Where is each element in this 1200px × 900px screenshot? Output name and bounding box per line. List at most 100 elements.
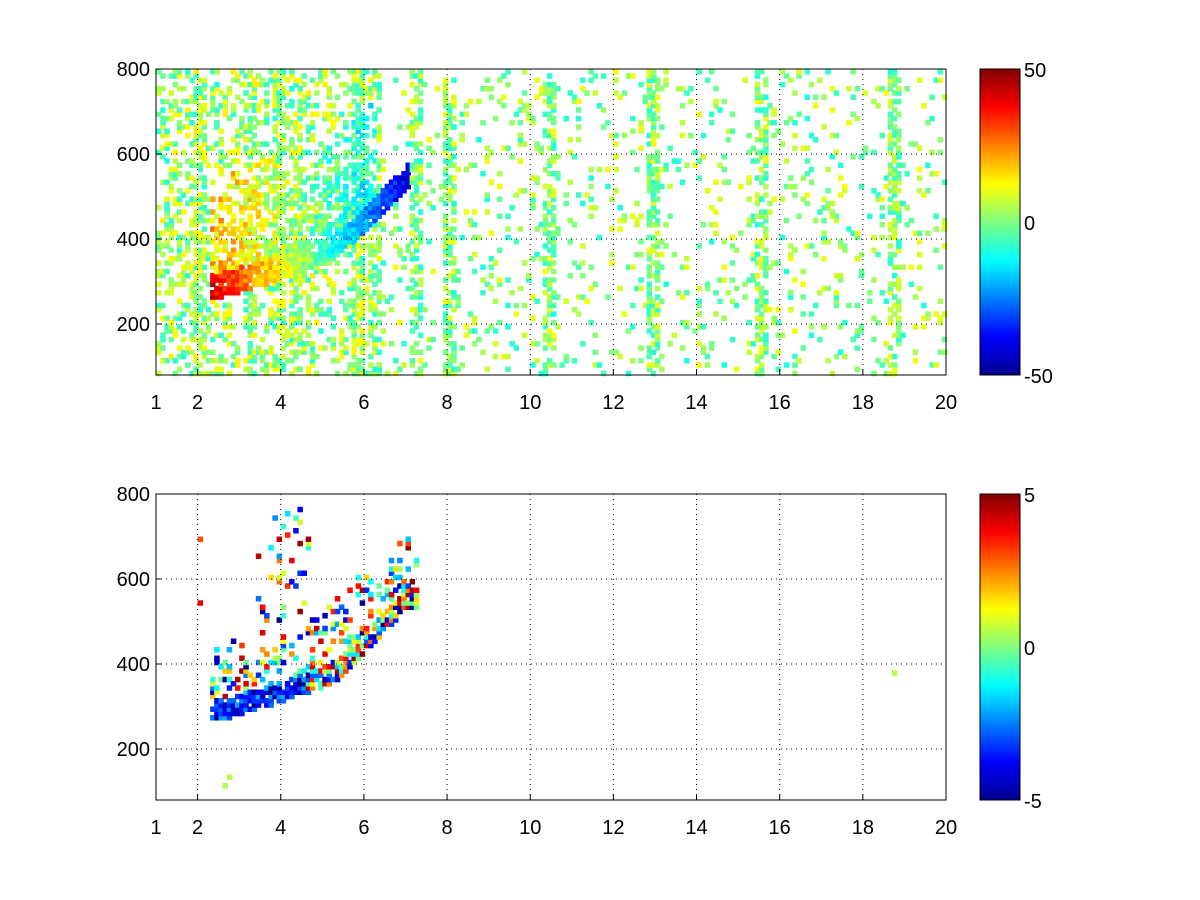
heatmap-cell <box>363 188 370 194</box>
heatmap-cell <box>654 285 661 292</box>
heatmap-cell <box>259 226 266 232</box>
heatmap-cell <box>405 107 411 113</box>
heatmap-cell <box>413 73 420 79</box>
heatmap-cell <box>397 574 403 581</box>
heatmap-cell <box>284 583 291 589</box>
heatmap-cell <box>218 141 224 147</box>
heatmap-cell <box>264 281 270 287</box>
heatmap-cell <box>276 307 283 313</box>
heatmap-cell <box>817 336 823 343</box>
heatmap-cell <box>168 260 174 266</box>
heatmap-cell <box>272 685 278 691</box>
heatmap-cell <box>276 103 283 109</box>
heatmap-cell <box>355 273 362 279</box>
heatmap-cell <box>534 298 540 304</box>
heatmap-cell <box>451 349 457 355</box>
heatmap-cell <box>297 196 303 202</box>
heatmap-cell <box>808 324 815 330</box>
heatmap-cell <box>397 566 403 572</box>
heatmap-cell <box>185 260 191 266</box>
heatmap-cell <box>272 366 278 372</box>
heatmap-cell <box>513 345 520 351</box>
heatmap-cell <box>654 77 661 83</box>
heatmap-cell <box>297 247 303 253</box>
heatmap-cell <box>276 141 283 147</box>
heatmap-cell <box>896 111 902 117</box>
heatmap-cell <box>280 570 287 576</box>
heatmap-cell <box>197 307 204 313</box>
heatmap-cell <box>763 175 769 181</box>
heatmap-cell <box>205 328 212 334</box>
heatmap-cell <box>546 247 553 253</box>
heatmap-cell <box>226 685 233 691</box>
heatmap-cell <box>796 73 802 79</box>
heatmap-cell <box>239 239 245 245</box>
heatmap-cell <box>239 277 245 283</box>
heatmap-cell <box>201 345 208 351</box>
heatmap-cell <box>276 366 283 372</box>
heatmap-cell <box>380 294 386 300</box>
heatmap-cell <box>896 307 902 313</box>
heatmap-cell <box>268 307 274 313</box>
heatmap-cell <box>289 188 295 194</box>
heatmap-cell <box>347 298 353 304</box>
heatmap-cell <box>372 86 378 92</box>
heatmap-cell <box>314 239 320 245</box>
heatmap-cell <box>650 209 657 215</box>
heatmap-cell <box>264 613 270 619</box>
heatmap-cell <box>746 341 752 347</box>
heatmap-cell <box>255 192 262 198</box>
heatmap-cell <box>684 256 690 262</box>
heatmap-cell <box>351 171 357 177</box>
heatmap-cell <box>891 205 898 211</box>
heatmap-cell <box>368 370 374 377</box>
heatmap-cell <box>168 234 174 241</box>
heatmap-cell <box>280 315 287 321</box>
heatmap-cell <box>372 115 378 122</box>
heatmap-cell <box>351 247 357 253</box>
heatmap-cell <box>284 689 291 695</box>
heatmap-cell <box>376 625 382 632</box>
heatmap-cell <box>314 171 320 177</box>
heatmap-cell <box>180 98 187 105</box>
heatmap-cell <box>222 315 228 321</box>
heatmap-cell <box>222 226 228 232</box>
heatmap-cell <box>355 90 362 96</box>
heatmap-cell <box>322 175 328 181</box>
heatmap-cell <box>883 298 890 304</box>
heatmap-cell <box>588 166 594 173</box>
heatmap-cell <box>235 290 241 296</box>
heatmap-cell <box>193 315 199 321</box>
heatmap-cell <box>729 298 736 304</box>
heatmap-cell <box>496 77 503 83</box>
heatmap-cell <box>314 217 320 224</box>
heatmap-cell <box>226 706 233 712</box>
heatmap-cell <box>758 345 765 351</box>
heatmap-cell <box>284 124 291 130</box>
heatmap-cell <box>758 366 765 372</box>
heatmap-cell <box>276 689 283 695</box>
heatmap-cell <box>247 264 253 270</box>
heatmap-cell <box>663 281 669 287</box>
heatmap-cell <box>222 98 228 105</box>
heatmap-cell <box>650 120 657 126</box>
heatmap-cell <box>222 668 228 674</box>
heatmap-cell <box>243 188 249 194</box>
heatmap-cell <box>713 230 719 236</box>
heatmap-cell <box>451 277 457 283</box>
heatmap-cell <box>376 234 382 241</box>
heatmap-cell <box>363 179 370 185</box>
heatmap-cell <box>351 213 357 219</box>
heatmap-cell <box>322 213 328 219</box>
heatmap-cell <box>484 366 490 372</box>
heatmap-cell <box>650 103 657 109</box>
heatmap-cell <box>210 256 216 262</box>
heatmap-cell <box>297 243 303 249</box>
heatmap-cell <box>322 681 328 687</box>
heatmap-cell <box>226 302 233 309</box>
heatmap-cell <box>388 617 395 623</box>
heatmap-cell <box>268 264 274 270</box>
heatmap-cell <box>330 256 337 262</box>
heatmap-cell <box>297 145 303 151</box>
heatmap-cell <box>247 698 253 704</box>
